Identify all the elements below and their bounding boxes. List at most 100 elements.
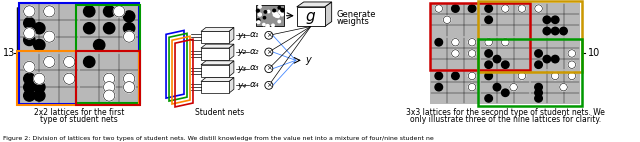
Circle shape bbox=[452, 38, 459, 46]
Circle shape bbox=[24, 61, 35, 73]
Circle shape bbox=[44, 6, 55, 17]
Bar bbox=[17, 51, 139, 105]
Circle shape bbox=[113, 6, 125, 17]
Circle shape bbox=[568, 50, 575, 57]
Text: only illustrate three of the nine lattices for clarity.: only illustrate three of the nine lattic… bbox=[410, 115, 601, 124]
Bar bbox=[431, 3, 580, 104]
Circle shape bbox=[552, 27, 559, 35]
Circle shape bbox=[104, 6, 115, 17]
Circle shape bbox=[63, 73, 75, 84]
Circle shape bbox=[281, 9, 284, 12]
Text: y₂: y₂ bbox=[237, 47, 246, 57]
Circle shape bbox=[84, 23, 95, 34]
Circle shape bbox=[257, 19, 260, 22]
Circle shape bbox=[257, 21, 260, 23]
Bar bbox=[19, 3, 139, 104]
Circle shape bbox=[104, 90, 115, 101]
Text: 3x3 lattices for the second type of student nets. We: 3x3 lattices for the second type of stud… bbox=[406, 108, 605, 117]
Circle shape bbox=[24, 35, 35, 46]
Circle shape bbox=[44, 31, 55, 42]
Bar bbox=[481, 70, 531, 104]
Circle shape bbox=[535, 89, 542, 96]
Circle shape bbox=[452, 50, 459, 57]
Circle shape bbox=[276, 15, 280, 17]
Bar bbox=[478, 39, 582, 106]
Polygon shape bbox=[229, 78, 234, 93]
Circle shape bbox=[34, 23, 45, 34]
Circle shape bbox=[468, 83, 476, 91]
Circle shape bbox=[34, 82, 45, 93]
Circle shape bbox=[257, 20, 259, 23]
Circle shape bbox=[281, 9, 284, 11]
Circle shape bbox=[24, 73, 35, 84]
Circle shape bbox=[435, 72, 442, 80]
Circle shape bbox=[268, 10, 270, 13]
Bar bbox=[76, 51, 140, 105]
Circle shape bbox=[265, 81, 273, 89]
Circle shape bbox=[543, 16, 550, 23]
Circle shape bbox=[279, 11, 282, 13]
Circle shape bbox=[273, 9, 275, 12]
Circle shape bbox=[560, 27, 567, 35]
Circle shape bbox=[104, 82, 115, 93]
Circle shape bbox=[259, 5, 261, 8]
Text: α₃: α₃ bbox=[250, 63, 259, 72]
Circle shape bbox=[124, 82, 135, 93]
Circle shape bbox=[63, 56, 75, 67]
Circle shape bbox=[535, 5, 542, 12]
Circle shape bbox=[535, 61, 542, 68]
Bar bbox=[431, 3, 531, 70]
Bar bbox=[76, 5, 140, 103]
Circle shape bbox=[468, 72, 476, 80]
Circle shape bbox=[24, 90, 35, 101]
Bar bbox=[481, 37, 531, 70]
Circle shape bbox=[543, 55, 550, 63]
Circle shape bbox=[560, 83, 567, 91]
Polygon shape bbox=[229, 61, 234, 77]
Circle shape bbox=[272, 24, 275, 27]
Circle shape bbox=[435, 5, 442, 12]
Bar bbox=[531, 37, 580, 70]
Polygon shape bbox=[229, 44, 234, 60]
Text: ×: × bbox=[266, 32, 272, 38]
Text: y₄: y₄ bbox=[237, 81, 246, 90]
Bar bbox=[431, 3, 481, 37]
Text: y: y bbox=[306, 55, 312, 65]
Text: 2x2 lattices for the first: 2x2 lattices for the first bbox=[34, 108, 124, 117]
Circle shape bbox=[468, 5, 476, 12]
Bar bbox=[19, 3, 79, 54]
Circle shape bbox=[552, 55, 559, 63]
Circle shape bbox=[34, 39, 45, 51]
Bar bbox=[79, 3, 139, 54]
Circle shape bbox=[24, 18, 35, 29]
Bar bbox=[431, 37, 481, 70]
Circle shape bbox=[502, 38, 509, 46]
Bar bbox=[531, 3, 580, 37]
Circle shape bbox=[518, 5, 525, 12]
Circle shape bbox=[552, 16, 559, 23]
Circle shape bbox=[485, 5, 492, 12]
Bar bbox=[19, 3, 139, 104]
Circle shape bbox=[452, 72, 459, 80]
Circle shape bbox=[265, 65, 273, 73]
Text: ×: × bbox=[266, 66, 272, 72]
Circle shape bbox=[568, 72, 575, 80]
Circle shape bbox=[535, 83, 542, 91]
Circle shape bbox=[263, 23, 265, 26]
Bar bbox=[201, 81, 229, 93]
Polygon shape bbox=[201, 27, 234, 31]
Circle shape bbox=[502, 5, 509, 12]
Bar bbox=[431, 70, 481, 104]
Circle shape bbox=[280, 9, 284, 12]
Text: weights: weights bbox=[337, 17, 369, 26]
Circle shape bbox=[510, 83, 517, 91]
Circle shape bbox=[273, 14, 276, 16]
Circle shape bbox=[24, 82, 35, 93]
Polygon shape bbox=[201, 78, 234, 81]
Polygon shape bbox=[297, 2, 332, 7]
Circle shape bbox=[273, 12, 276, 14]
Circle shape bbox=[266, 25, 269, 28]
Circle shape bbox=[468, 50, 476, 57]
Bar bbox=[481, 3, 531, 37]
Text: ×: × bbox=[266, 82, 272, 88]
